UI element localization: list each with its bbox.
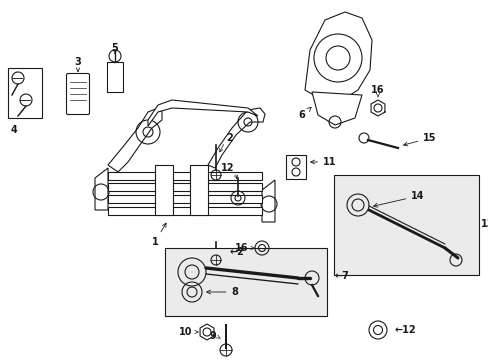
Text: 14: 14 bbox=[373, 191, 424, 207]
Text: 13: 13 bbox=[480, 219, 488, 229]
Text: 10: 10 bbox=[178, 327, 192, 337]
Text: 9: 9 bbox=[209, 331, 216, 341]
Bar bbox=[108, 195, 262, 203]
Text: 2: 2 bbox=[225, 133, 232, 143]
Bar bbox=[108, 172, 262, 180]
Text: 3: 3 bbox=[75, 57, 81, 67]
Bar bbox=[285, 155, 305, 179]
Text: 4: 4 bbox=[11, 125, 18, 135]
Text: 5: 5 bbox=[111, 43, 118, 53]
Bar bbox=[155, 165, 173, 215]
FancyBboxPatch shape bbox=[66, 73, 89, 114]
Text: 6: 6 bbox=[298, 107, 310, 120]
Bar bbox=[107, 62, 123, 92]
Text: 11: 11 bbox=[310, 157, 336, 167]
Text: 8: 8 bbox=[206, 287, 238, 297]
Bar bbox=[164, 248, 326, 316]
Text: 16: 16 bbox=[234, 243, 247, 253]
Text: 15: 15 bbox=[403, 133, 436, 146]
Bar bbox=[108, 207, 262, 215]
Polygon shape bbox=[262, 180, 274, 222]
Text: 12: 12 bbox=[221, 163, 234, 173]
Polygon shape bbox=[305, 12, 371, 100]
Bar bbox=[8, 68, 42, 118]
Polygon shape bbox=[311, 92, 361, 125]
Bar bbox=[333, 175, 478, 275]
Bar bbox=[108, 183, 262, 191]
Polygon shape bbox=[95, 168, 108, 210]
Text: 1: 1 bbox=[151, 223, 166, 247]
Text: ←7: ←7 bbox=[334, 271, 349, 281]
Text: 16: 16 bbox=[370, 85, 384, 95]
Polygon shape bbox=[207, 108, 264, 168]
Polygon shape bbox=[148, 100, 258, 126]
Polygon shape bbox=[108, 108, 162, 172]
Bar bbox=[190, 165, 207, 215]
Text: ←2: ←2 bbox=[229, 247, 244, 257]
Text: ←12: ←12 bbox=[394, 325, 416, 335]
